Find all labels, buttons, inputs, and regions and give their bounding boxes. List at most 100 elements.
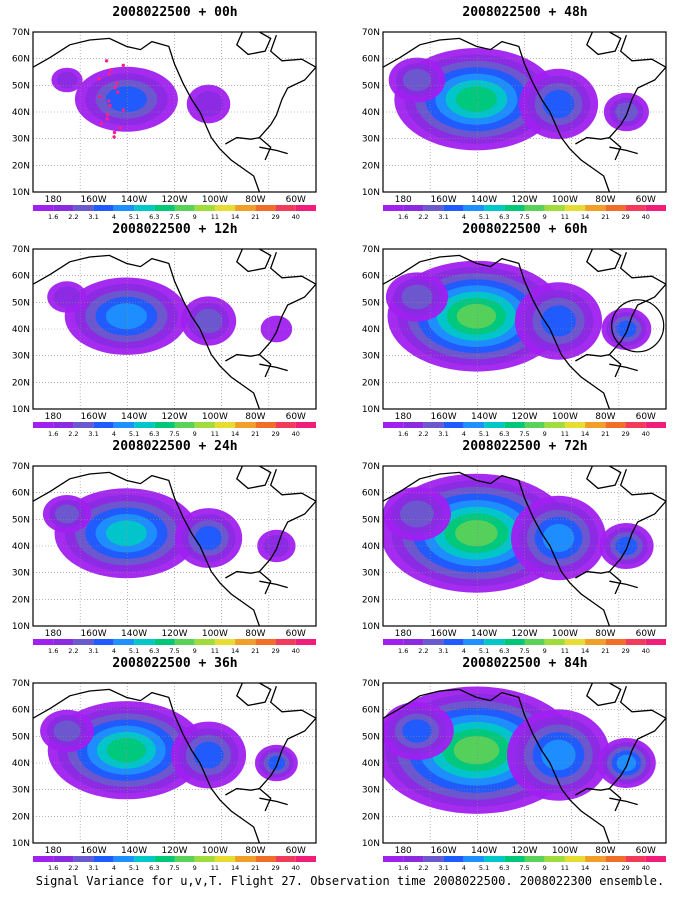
lat-label: 30N xyxy=(12,569,30,579)
lon-label: 140W xyxy=(121,195,147,205)
colorbar-label: 11 xyxy=(561,647,569,654)
lon-label: 120W xyxy=(161,629,187,639)
colorbar-swatch xyxy=(645,639,666,645)
lat-label: 70N xyxy=(362,462,380,472)
colorbar-swatch xyxy=(295,205,316,211)
colorbar-label: 21 xyxy=(251,864,259,871)
colorbar-swatch xyxy=(214,856,236,862)
lat-label: 50N xyxy=(362,298,380,308)
colorbar-label: 14 xyxy=(231,430,239,437)
lon-label: 160W xyxy=(81,195,107,205)
colorbar-swatch xyxy=(504,856,525,862)
lat-label: 60N xyxy=(362,706,380,716)
colorbar-label: 11 xyxy=(211,647,219,654)
lon-label: 100W xyxy=(202,195,228,205)
colorbar-label: 21 xyxy=(601,430,609,437)
lat-label: 40N xyxy=(362,759,380,769)
colorbar-swatch xyxy=(295,856,316,862)
colorbar-swatch xyxy=(463,639,485,645)
colorbar-label: 5.1 xyxy=(479,213,489,220)
lon-label: 100W xyxy=(552,412,578,422)
colorbar-swatch xyxy=(544,639,565,645)
colorbar-swatch xyxy=(93,856,114,862)
colorbar-label: 5.1 xyxy=(129,864,139,871)
lon-label: 120W xyxy=(511,846,537,856)
colorbar-label: 2.2 xyxy=(68,647,78,654)
colorbar-label: 9 xyxy=(193,213,197,220)
colorbar-label: 7.5 xyxy=(169,647,179,654)
colorbar-label: 4 xyxy=(112,864,116,871)
colorbar-label: 14 xyxy=(231,213,239,220)
colorbar-swatch xyxy=(275,856,296,862)
colorbar-swatch xyxy=(423,422,444,428)
lon-label: 180 xyxy=(395,846,412,856)
colorbar-label: 3.1 xyxy=(88,430,98,437)
colorbar-swatch xyxy=(134,856,155,862)
lat-label: 60N xyxy=(12,272,30,282)
colorbar-swatch xyxy=(33,422,54,428)
lat-label: 40N xyxy=(12,108,30,118)
variance-field xyxy=(33,32,316,192)
colorbar-swatch xyxy=(564,639,586,645)
colorbar-label: 5.1 xyxy=(129,213,139,220)
lat-label: 30N xyxy=(12,786,30,796)
lat-label: 20N xyxy=(12,378,30,388)
colorbar-label: 11 xyxy=(561,430,569,437)
colorbar-swatch xyxy=(524,639,545,645)
lon-label: 100W xyxy=(552,195,578,205)
colorbar-label: 11 xyxy=(561,864,569,871)
coastlines xyxy=(383,32,666,192)
lat-label: 50N xyxy=(12,732,30,742)
colorbar-label: 1.6 xyxy=(398,430,408,437)
colorbar-label: 3.1 xyxy=(438,213,448,220)
colorbar-swatch xyxy=(645,422,666,428)
colorbar-label: 3.1 xyxy=(438,647,448,654)
lon-label: 60W xyxy=(636,195,656,205)
colorbar-swatch xyxy=(484,205,505,211)
coastlines xyxy=(383,249,666,409)
colorbar-swatch xyxy=(93,422,114,428)
colorbar-swatch xyxy=(134,205,155,211)
colorbar-label: 29 xyxy=(621,430,629,437)
coastlines xyxy=(33,683,316,843)
colorbar-label: 6.3 xyxy=(149,864,159,871)
colorbar-label: 6.3 xyxy=(499,864,509,871)
colorbar-swatch xyxy=(463,205,485,211)
colorbar-swatch xyxy=(423,205,444,211)
lat-label: 70N xyxy=(12,679,30,689)
colorbar-label: 2.2 xyxy=(418,430,428,437)
colorbar-swatch xyxy=(194,205,215,211)
colorbar-swatch xyxy=(255,639,276,645)
lat-label: 50N xyxy=(12,515,30,525)
colorbar-swatch xyxy=(524,422,545,428)
variance-map: 70N 60N 50N 40N 30N 20N 10N 180 160W 140W 120W 100W… xyxy=(12,462,317,654)
variance-field xyxy=(383,249,666,409)
colorbar-swatch xyxy=(524,205,545,211)
variance-map: 70N 60N 50N 40N 30N 20N 10N 180 160W 140W 120W 100W… xyxy=(362,28,667,220)
colorbar-swatch xyxy=(524,856,545,862)
variance-map: 70N 60N 50N 40N 30N 20N 10N 180 160W 140W 120W 100W… xyxy=(362,462,667,654)
colorbar-label: 5.1 xyxy=(129,430,139,437)
colorbar-label: 6.3 xyxy=(499,647,509,654)
colorbar-label: 29 xyxy=(621,864,629,871)
colorbar-swatch xyxy=(645,205,666,211)
colorbar-swatch xyxy=(564,205,586,211)
colorbar-label: 5.1 xyxy=(479,647,489,654)
colorbar-swatch xyxy=(585,856,606,862)
colorbar-label: 29 xyxy=(621,647,629,654)
map-panel: 2008022500 + 48h 70N 60N 50N 40N 30N 20N 10N 180… xyxy=(350,5,700,220)
lat-label: 20N xyxy=(362,812,380,822)
lon-label: 180 xyxy=(45,629,62,639)
colorbar-label: 29 xyxy=(271,864,279,871)
colorbar-label: 3.1 xyxy=(438,430,448,437)
colorbar-swatch xyxy=(484,639,505,645)
colorbar-swatch xyxy=(214,205,236,211)
lon-label: 120W xyxy=(511,195,537,205)
colorbar-swatch xyxy=(585,422,606,428)
lon-label: 80W xyxy=(595,195,615,205)
colorbar-label: 5.1 xyxy=(479,864,489,871)
colorbar-label: 2.2 xyxy=(418,647,428,654)
colorbar-swatch xyxy=(154,422,175,428)
colorbar-swatch xyxy=(154,856,175,862)
lat-label: 10N xyxy=(12,188,30,198)
